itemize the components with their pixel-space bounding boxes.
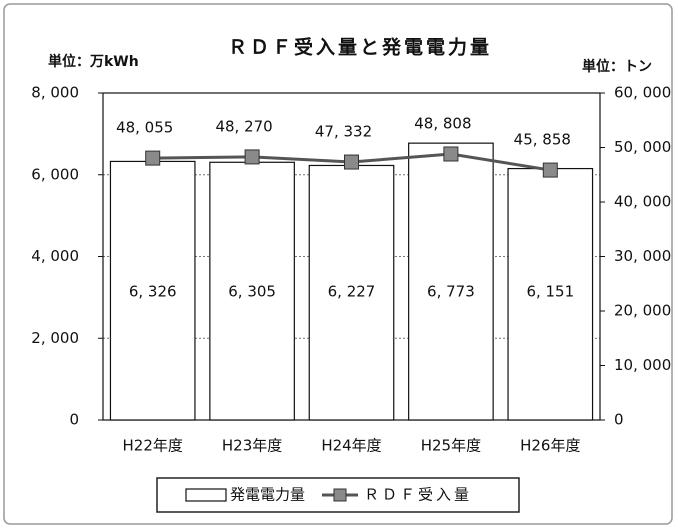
line-marker <box>443 146 459 162</box>
x-tick-label: H24年度 <box>321 437 381 455</box>
x-tick-label: H26年度 <box>520 437 580 455</box>
y2-tick-label: 60, 000 <box>614 84 671 102</box>
line-value-label: 48, 055 <box>116 119 173 137</box>
line-value-label: 47, 332 <box>315 123 372 141</box>
bar <box>209 161 295 421</box>
bar-value-label: 6, 305 <box>228 283 276 301</box>
bar <box>507 167 594 421</box>
bar-value-label: 6, 773 <box>427 283 475 301</box>
bar <box>408 142 494 421</box>
y2-tick-label: 30, 000 <box>614 247 671 265</box>
y-tick-label: 0 <box>69 411 79 429</box>
legend-swatch <box>185 488 227 502</box>
x-tick-label: H22年度 <box>123 437 183 455</box>
bar-value-label: 6, 326 <box>129 283 177 301</box>
line-marker <box>244 149 260 165</box>
y2-tick-label: 40, 000 <box>614 193 671 211</box>
y-tick-label: 6, 000 <box>31 165 79 183</box>
y2-tick-label: 0 <box>614 411 624 429</box>
y-axis-label: 単位：万kWh <box>48 53 139 70</box>
bar <box>308 164 395 421</box>
y-tick-label: 4, 000 <box>31 247 79 265</box>
legend-swatch-marker <box>333 488 347 502</box>
bar-value-label: 6, 227 <box>328 283 376 301</box>
y-tick-label: 2, 000 <box>31 329 79 347</box>
y2-tick-label: 20, 000 <box>614 302 671 320</box>
line-value-label: 45, 858 <box>514 131 571 149</box>
y-tick-label: 8, 000 <box>31 84 79 102</box>
bar-value-label: 6, 151 <box>526 283 574 301</box>
legend-label: ＲＤＦ受入量 <box>364 486 472 504</box>
line-marker <box>542 162 558 178</box>
x-tick-label: H25年度 <box>421 437 481 455</box>
line-marker <box>145 150 161 166</box>
bar <box>109 160 196 421</box>
line-marker <box>344 154 359 170</box>
line-value-label: 48, 270 <box>215 117 272 135</box>
y2-tick-label: 50, 000 <box>614 138 671 156</box>
chart-title: ＲＤＦ受入量と発電電力量 <box>228 36 492 59</box>
y2-tick-label: 10, 000 <box>614 356 671 374</box>
line-value-label: 48, 808 <box>414 114 471 132</box>
legend-label: 発電電力量 <box>230 486 305 504</box>
chart-frame <box>3 3 673 525</box>
x-tick-label: H23年度 <box>222 437 282 455</box>
y2-axis-label: 単位：トン <box>582 58 652 75</box>
